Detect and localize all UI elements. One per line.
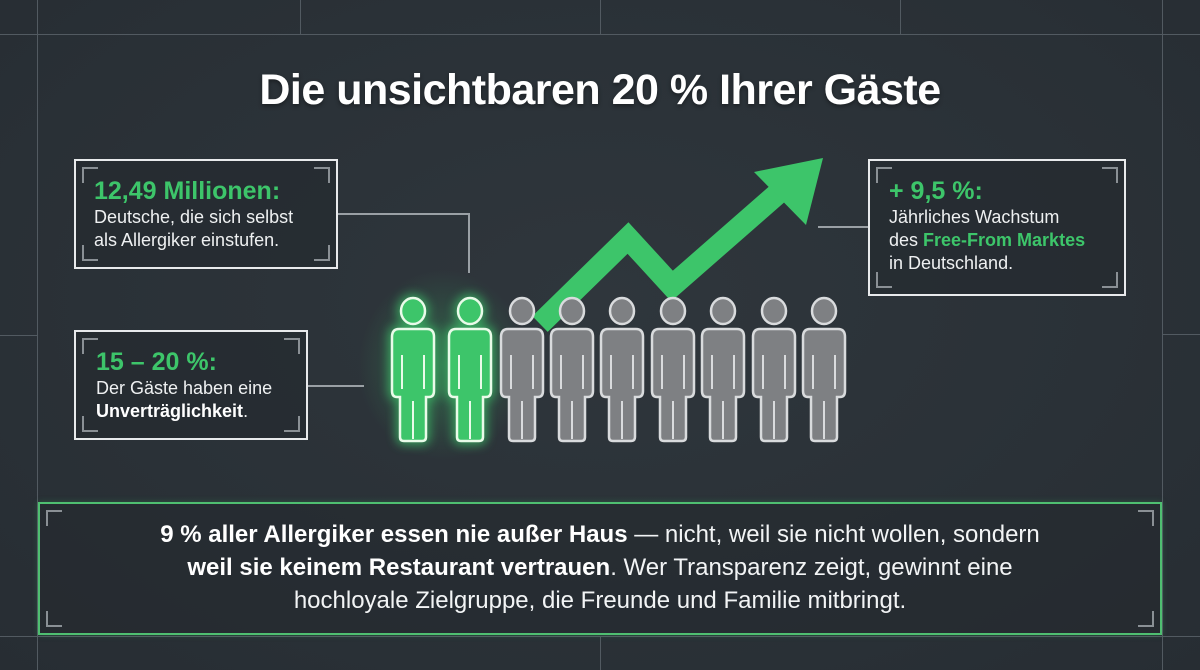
trend-up-arrow-icon [532, 158, 823, 332]
stat-description: Der Gäste haben eine [96, 378, 273, 398]
stat-value: 12,49 Millionen: [94, 177, 281, 205]
emphasis: Unverträglichkeit [96, 401, 244, 421]
grid-line-h [1162, 334, 1200, 335]
highlight: Free-From Marktes [923, 230, 1086, 250]
corner-bracket [1102, 272, 1118, 288]
callout-allergic-population: 12,49 Millionen: Deutsche, die sich selb… [74, 159, 338, 269]
stat-description: Deutsche, die sich selbst [94, 207, 294, 227]
corner-bracket [876, 167, 892, 183]
grid-line-h [0, 335, 37, 336]
connector-line [468, 213, 470, 273]
corner-bracket [1138, 611, 1154, 627]
corner-bracket [82, 338, 98, 354]
corner-bracket [1102, 167, 1118, 183]
person-icon-gray [549, 296, 595, 443]
corner-bracket [82, 245, 98, 261]
callout-market-growth: + 9,5 %: Jährliches Wachstum des Free-Fr… [868, 159, 1126, 296]
person-icon-gray [700, 296, 746, 443]
stat-description: als Allergiker einstufen. [94, 230, 280, 250]
statement-line: weil sie keinem Restaurant vertrauen. We… [187, 554, 1013, 581]
person-icon-green [449, 298, 491, 441]
bottom-statement-text: 9 % aller Allergiker essen nie außer Hau… [40, 518, 1160, 617]
person-icon-gray [650, 296, 696, 443]
corner-bracket [82, 416, 98, 432]
corner-bracket [876, 272, 892, 288]
statement-line: hochloyale Zielgruppe, die Freunde und F… [293, 587, 907, 614]
grid-line-v [37, 0, 38, 670]
stat-description: in Deutschland. [889, 253, 1014, 273]
corner-bracket [314, 167, 330, 183]
statement-line: 9 % aller Allergiker essen nie außer Hau… [160, 521, 1040, 548]
corner-bracket [46, 611, 62, 627]
stat-value: 15 – 20 %: [96, 348, 217, 376]
grid-line-h [0, 636, 1200, 637]
person-icon-gray [599, 296, 645, 443]
grid-line-v [600, 636, 601, 670]
grid-line-h [0, 34, 1200, 35]
grid-line-v [900, 0, 901, 34]
person-icon-gray [499, 296, 545, 443]
stat-description: Jährliches Wachstum [889, 207, 1060, 227]
grid-line-v [300, 0, 301, 34]
corner-bracket [46, 510, 62, 526]
stat-description: Unverträglichkeit. [96, 401, 249, 421]
person-icon-green [392, 298, 434, 441]
stat-description: des Free-From Marktes [889, 230, 1086, 250]
page-title: Die unsichtbaren 20 % Ihrer Gäste [259, 66, 941, 114]
corner-bracket [284, 338, 300, 354]
bottom-statement-box: 9 % aller Allergiker essen nie außer Hau… [38, 502, 1162, 635]
connector-line [818, 226, 868, 228]
corner-bracket [1138, 510, 1154, 526]
corner-bracket [314, 245, 330, 261]
stat-value: + 9,5 %: [889, 177, 983, 205]
grid-line-v [600, 0, 601, 34]
connector-line [338, 213, 470, 215]
callout-intolerance-share: 15 – 20 %: Der Gäste haben eine Unverträ… [74, 330, 308, 440]
corner-bracket [284, 416, 300, 432]
grid-line-v [1162, 0, 1163, 670]
person-icon-gray [751, 296, 797, 443]
connector-line [308, 385, 364, 387]
person-icon-gray [801, 296, 847, 443]
corner-bracket [82, 167, 98, 183]
